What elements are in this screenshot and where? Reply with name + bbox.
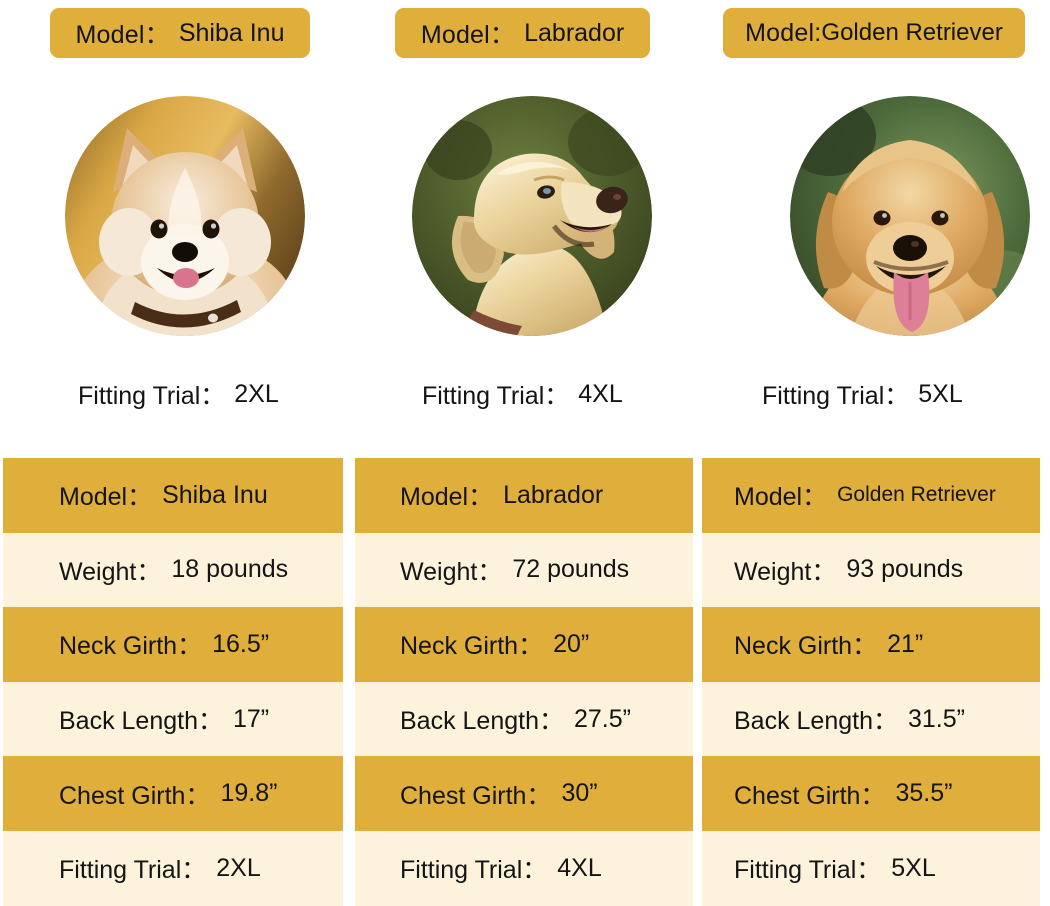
spec-table-golden-retriever: Model： Golden Retriever Weight： 93 pound… bbox=[702, 458, 1040, 906]
spec-label: Weight： bbox=[400, 557, 503, 586]
model-badge-value: Shiba Inu bbox=[178, 18, 285, 47]
spec-label: Fitting Trial： bbox=[59, 856, 207, 885]
fitting-trial-label: Fitting Trial： bbox=[78, 382, 226, 410]
model-badge-shiba-inu: Model： Shiba Inu bbox=[50, 8, 310, 58]
spec-value: 20” bbox=[553, 629, 590, 658]
fitting-trial-value: 5XL bbox=[918, 379, 963, 408]
dog-photo-row bbox=[0, 96, 1050, 336]
spec-label: Neck Girth： bbox=[400, 632, 544, 661]
fitting-trial-label: Fitting Trial： bbox=[762, 382, 910, 410]
spec-value: 72 pounds bbox=[512, 555, 630, 584]
spec-value: 35.5” bbox=[895, 779, 953, 808]
model-badge-label: Model： bbox=[420, 21, 516, 49]
spec-value: Labrador bbox=[503, 480, 604, 509]
table-row: Model： Labrador bbox=[355, 458, 693, 533]
spec-label: Chest Girth： bbox=[400, 781, 552, 810]
spec-table-row: Model： Shiba Inu Weight： 18 pounds Neck … bbox=[0, 458, 1050, 906]
model-badge-value: Labrador bbox=[524, 18, 625, 47]
spec-value: 30” bbox=[561, 779, 598, 808]
spec-label: Fitting Trial： bbox=[400, 856, 548, 885]
spec-label: Back Length： bbox=[400, 707, 564, 736]
spec-label: Fitting Trial： bbox=[734, 856, 882, 885]
table-row: Fitting Trial： 2XL bbox=[3, 830, 343, 906]
labrador-photo bbox=[412, 96, 652, 336]
spec-table-shiba-inu: Model： Shiba Inu Weight： 18 pounds Neck … bbox=[3, 458, 343, 906]
model-badge-row: Model： Shiba Inu Model： Labrador Model: … bbox=[0, 8, 1050, 60]
table-row: Model： Shiba Inu bbox=[3, 458, 343, 533]
model-badge-labrador: Model： Labrador bbox=[395, 8, 650, 58]
fitting-trial-caption-labrador: Fitting Trial： 4XL bbox=[422, 376, 623, 412]
spec-value: 16.5” bbox=[212, 629, 270, 658]
model-badge-label: Model: bbox=[745, 18, 822, 47]
model-badge-golden-retriever: Model: Golden Retriever bbox=[723, 8, 1025, 58]
spec-label: Model： bbox=[59, 483, 153, 512]
table-row: Chest Girth： 30” bbox=[355, 756, 693, 831]
fitting-trial-caption-shiba-inu: Fitting Trial： 2XL bbox=[78, 376, 279, 412]
table-row: Back Length： 27.5” bbox=[355, 681, 693, 757]
table-row: Neck Girth： 21” bbox=[702, 607, 1040, 682]
table-row: Chest Girth： 19.8” bbox=[3, 756, 343, 831]
spec-label: Weight： bbox=[734, 557, 837, 586]
spec-label: Neck Girth： bbox=[59, 632, 203, 661]
table-row: Neck Girth： 20” bbox=[355, 607, 693, 682]
table-row: Chest Girth： 35.5” bbox=[702, 756, 1040, 831]
fitting-trial-value: 4XL bbox=[578, 379, 623, 408]
spec-label: Model： bbox=[734, 483, 828, 512]
spec-value: 2XL bbox=[216, 853, 261, 882]
table-row: Weight： 18 pounds bbox=[3, 532, 343, 608]
spec-value: 17” bbox=[233, 704, 270, 733]
spec-value: 31.5” bbox=[908, 704, 965, 733]
table-row: Back Length： 31.5” bbox=[702, 681, 1040, 757]
spec-label: Model： bbox=[400, 483, 494, 512]
shiba-inu-photo bbox=[65, 96, 305, 336]
spec-value: 21” bbox=[887, 629, 924, 658]
spec-label: Weight： bbox=[59, 557, 162, 586]
table-row: Fitting Trial： 5XL bbox=[702, 830, 1040, 906]
spec-label: Back Length： bbox=[734, 707, 898, 736]
table-row: Weight： 93 pounds bbox=[702, 532, 1040, 608]
table-row: Weight： 72 pounds bbox=[355, 532, 693, 608]
model-badge-label: Model： bbox=[75, 21, 170, 49]
fitting-trial-label: Fitting Trial： bbox=[422, 382, 570, 410]
model-badge-value: Golden Retriever bbox=[821, 19, 1003, 46]
spec-label: Back Length： bbox=[59, 707, 223, 736]
fitting-trial-value: 2XL bbox=[234, 379, 279, 408]
spec-value: 4XL bbox=[557, 853, 602, 882]
spec-value: Golden Retriever bbox=[837, 483, 996, 507]
spec-label: Chest Girth： bbox=[734, 781, 886, 810]
spec-label: Chest Girth： bbox=[59, 781, 211, 810]
spec-value: 5XL bbox=[891, 853, 936, 882]
fitting-trial-caption-row: Fitting Trial： 2XL Fitting Trial： 4XL Fi… bbox=[0, 376, 1050, 412]
table-row: Model： Golden Retriever bbox=[702, 458, 1040, 533]
table-row: Back Length： 17” bbox=[3, 681, 343, 757]
spec-label: Neck Girth： bbox=[734, 632, 878, 661]
spec-value: 27.5” bbox=[574, 704, 631, 733]
fitting-trial-caption-golden-retriever: Fitting Trial： 5XL bbox=[762, 376, 963, 412]
spec-table-labrador: Model： Labrador Weight： 72 pounds Neck G… bbox=[355, 458, 693, 906]
spec-value: 93 pounds bbox=[846, 555, 964, 584]
golden-retriever-photo bbox=[790, 96, 1030, 336]
table-row: Fitting Trial： 4XL bbox=[355, 830, 693, 906]
spec-value: 19.8” bbox=[220, 779, 278, 808]
spec-value: 18 pounds bbox=[171, 555, 289, 584]
spec-value: Shiba Inu bbox=[162, 480, 268, 509]
table-row: Neck Girth： 16.5” bbox=[3, 607, 343, 682]
